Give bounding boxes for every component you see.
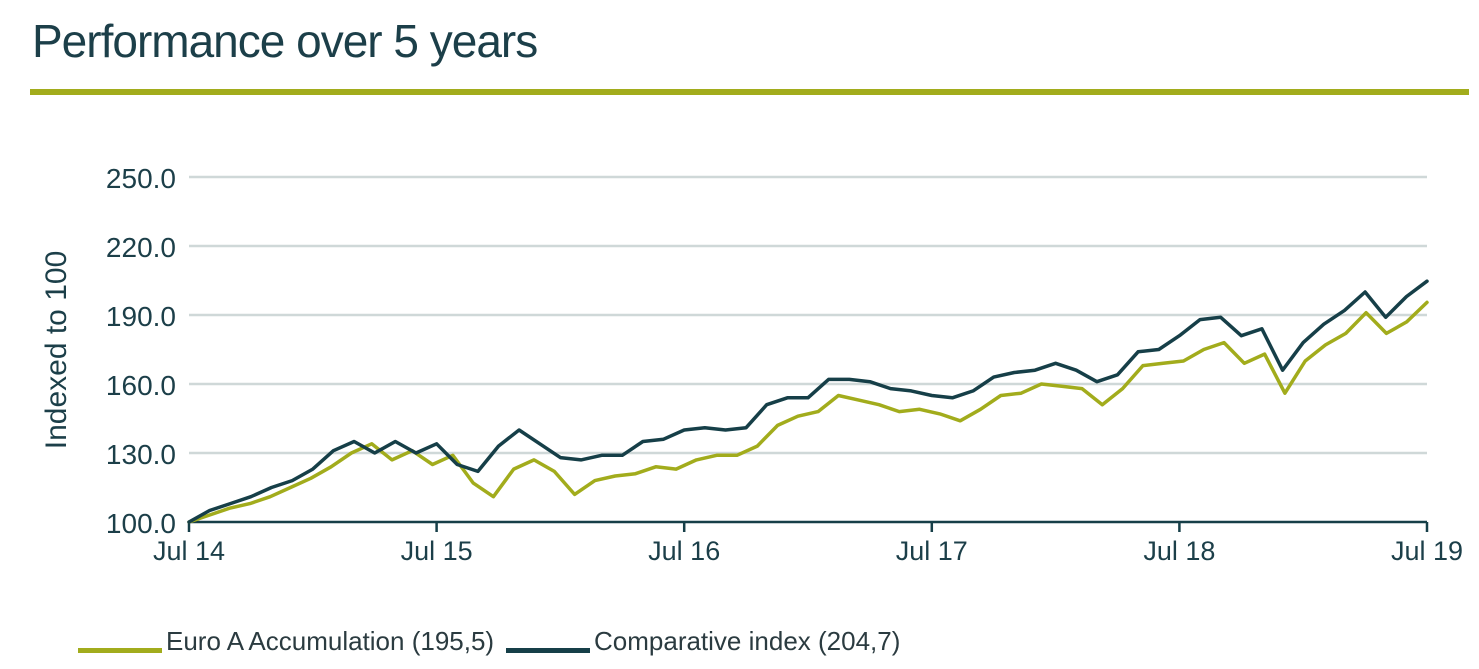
series-lines (187, 279, 1429, 524)
x-tick-label: Jul 16 (648, 536, 720, 566)
legend-label-fund: Euro A Accumulation (195,5) (166, 626, 495, 656)
y-tick-label: 190.0 (106, 301, 176, 332)
x-tick-label: Jul 14 (153, 536, 225, 566)
y-tick-label: 250.0 (106, 163, 176, 194)
series-line-euro-a-accumulation (187, 300, 1429, 524)
y-tick-label: 100.0 (106, 508, 176, 539)
grid-lines (189, 175, 1427, 455)
y-tick-label: 160.0 (106, 370, 176, 401)
series-line-comparative-index (187, 279, 1429, 524)
x-tick-label: Jul 17 (896, 536, 968, 566)
y-tick-label: 130.0 (106, 439, 176, 470)
y-tick-labels: 100.0 130.0 160.0 190.0 220.0 250.0 (106, 163, 176, 539)
page-title: Performance over 5 years (32, 15, 538, 67)
y-axis-label: Indexed to 100 (40, 251, 73, 450)
legend-swatch-index (506, 648, 590, 653)
title-underline (30, 89, 1469, 95)
x-tick-label: Jul 18 (1143, 536, 1215, 566)
legend-label-index: Comparative index (204,7) (594, 626, 901, 656)
x-axis: Jul 14 Jul 15 Jul 16 Jul 17 Jul 18 Jul 19 (153, 520, 1463, 566)
x-tick-label: Jul 19 (1391, 536, 1463, 566)
legend-swatch-fund (78, 648, 162, 653)
x-tick-label: Jul 15 (401, 536, 473, 566)
y-tick-label: 220.0 (106, 232, 176, 263)
chart-legend: Euro A Accumulation (195,5) Comparative … (0, 622, 1479, 662)
